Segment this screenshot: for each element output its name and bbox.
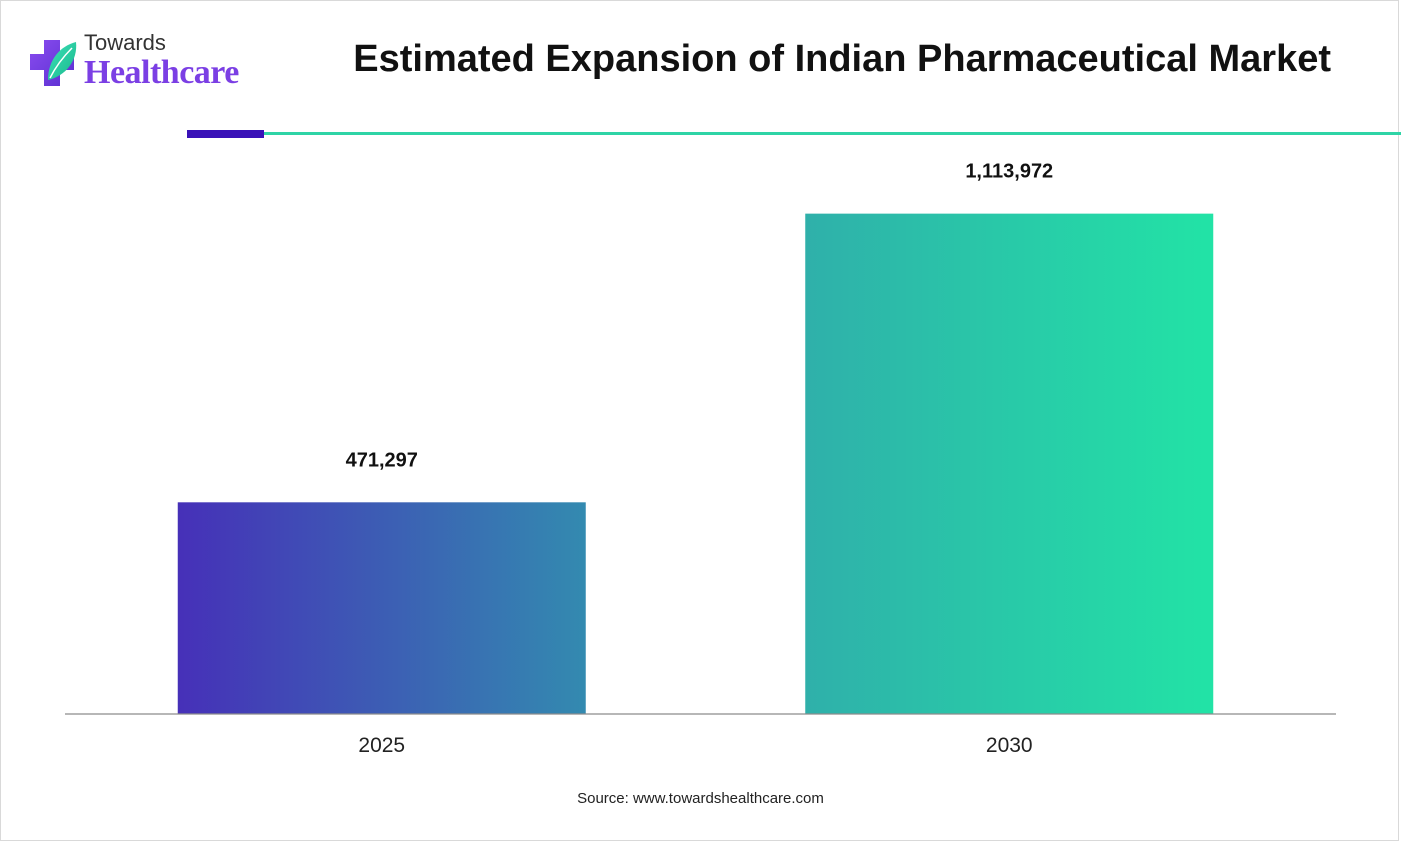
medical-cross-leaf-icon [30,40,77,86]
data-label-2025: 471,297 [346,449,418,471]
brand-line2: Healthcare [84,54,239,91]
x-tick-label-2030: 2030 [986,734,1033,757]
chart-title: Estimated Expansion of Indian Pharmaceut… [353,38,1331,80]
source-note: Source: www.towardshealthcare.com [577,790,824,807]
data-label-2030: 1,113,972 [965,161,1053,183]
x-tick-label-2025: 2025 [358,734,405,757]
brand-line1: Towards [84,30,166,55]
bar-2025 [177,502,586,714]
title-divider-line [264,132,1401,135]
title-accent-bar [187,130,264,138]
brand-logo: Towards Healthcare [26,28,266,98]
bar-2030 [805,213,1214,714]
